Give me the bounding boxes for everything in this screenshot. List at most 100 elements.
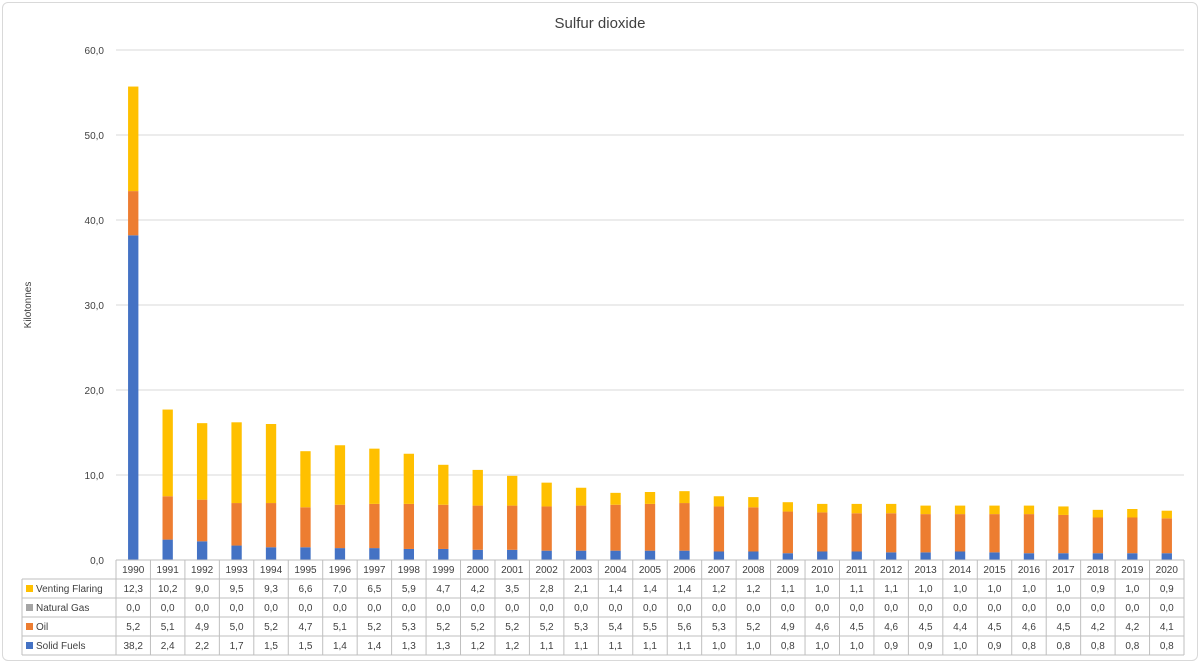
bar-segment-venting-flaring <box>989 505 1000 515</box>
bar-segment-venting-flaring <box>541 482 552 507</box>
bar-segment-solid-fuels <box>782 553 793 560</box>
data-label: 1,4 <box>677 584 691 595</box>
gridlines <box>116 49 1184 561</box>
data-label: 1,0 <box>815 584 829 595</box>
bar-segment-oil <box>1161 518 1172 554</box>
bar-segment-oil <box>128 191 139 236</box>
data-label: 5,4 <box>609 622 623 633</box>
data-label: 0,0 <box>436 603 450 614</box>
data-label: 1,4 <box>333 641 347 652</box>
bar-segment-oil <box>231 503 242 546</box>
data-label: 1,1 <box>540 641 554 652</box>
data-label: 0,0 <box>746 603 760 614</box>
data-table: 1990 1991 1992 1993 1994 1995 1996 1997 1998 1999… <box>21 559 1185 656</box>
data-label: 0,8 <box>1056 641 1070 652</box>
data-label: 1,7 <box>230 641 244 652</box>
bar-segment-solid-fuels <box>851 551 862 560</box>
data-label: 4,5 <box>1056 622 1070 633</box>
chart-title: Sulfur dioxide <box>555 15 646 32</box>
bar-segment-venting-flaring <box>920 505 931 515</box>
data-label: 5,6 <box>677 622 691 633</box>
data-label: 5,3 <box>712 622 726 633</box>
data-label: 1,1 <box>643 641 657 652</box>
bar-segment-oil <box>1092 517 1104 554</box>
bar-segment-solid-fuels <box>369 548 380 560</box>
data-label: 0,0 <box>471 603 485 614</box>
data-label: 1,2 <box>471 641 485 652</box>
data-label: 0,0 <box>1056 603 1070 614</box>
bar-segment-venting-flaring <box>782 502 793 512</box>
bar-segment-solid-fuels <box>1092 553 1104 560</box>
data-label: 0,9 <box>988 641 1002 652</box>
bar-segment-solid-fuels <box>610 550 621 560</box>
bar-segment-solid-fuels <box>1023 553 1035 560</box>
bar-segment-venting-flaring <box>265 424 277 504</box>
data-label: 1,4 <box>609 584 623 595</box>
bar-segment-venting-flaring <box>1127 509 1138 518</box>
data-label: 0,8 <box>1022 641 1036 652</box>
data-label: 0,0 <box>195 603 209 614</box>
bar-segment-venting-flaring <box>679 491 690 504</box>
data-label: 0,0 <box>953 603 967 614</box>
data-label: 4,5 <box>850 622 864 633</box>
category-label: 1998 <box>398 565 421 576</box>
data-label: 1,0 <box>712 641 726 652</box>
bar-segment-venting-flaring <box>610 492 621 505</box>
bar-segment-venting-flaring <box>885 503 897 514</box>
bar-segment-solid-fuels <box>196 541 208 560</box>
bar-segment-venting-flaring <box>817 503 828 513</box>
bar-segment-venting-flaring <box>128 86 139 192</box>
bar-segment-solid-fuels <box>679 550 690 560</box>
data-label: 2,2 <box>195 641 209 652</box>
category-label: 1996 <box>329 565 352 576</box>
bar-segment-solid-fuels <box>713 551 725 560</box>
category-label: 2002 <box>536 565 559 576</box>
bar-segment-solid-fuels <box>1127 553 1138 560</box>
bar-segment-solid-fuels <box>265 547 277 560</box>
bar-segment-venting-flaring <box>1058 506 1069 515</box>
y-tick-label: 30,0 <box>85 301 105 312</box>
data-label: 0,0 <box>643 603 657 614</box>
data-label: 1,1 <box>677 641 691 652</box>
data-label: 5,1 <box>161 622 175 633</box>
data-label: 4,9 <box>195 622 209 633</box>
y-tick-label: 20,0 <box>85 386 105 397</box>
bar-segment-oil <box>782 511 793 554</box>
data-label: 0,0 <box>574 603 588 614</box>
data-label: 9,3 <box>264 584 278 595</box>
bar-segment-solid-fuels <box>334 548 346 560</box>
data-label: 0,0 <box>264 603 278 614</box>
data-label: 5,2 <box>540 622 554 633</box>
data-label: 0,0 <box>919 603 933 614</box>
data-label: 5,9 <box>402 584 416 595</box>
bar-segment-solid-fuels <box>438 548 449 560</box>
bar-segment-solid-fuels <box>128 235 139 561</box>
bar-segment-oil <box>885 513 897 553</box>
bar-segment-oil <box>196 499 208 542</box>
category-label: 2010 <box>811 565 834 576</box>
data-label: 4,7 <box>299 622 313 633</box>
bar-segment-venting-flaring <box>1092 509 1104 518</box>
bar-segment-oil <box>748 507 759 552</box>
bar-segment-solid-fuels <box>644 550 656 560</box>
data-label: 4,5 <box>988 622 1002 633</box>
y-tick-label: 10,0 <box>85 471 105 482</box>
data-label: 5,2 <box>746 622 760 633</box>
bar-segment-oil <box>1058 514 1069 554</box>
category-label: 2007 <box>708 565 731 576</box>
data-label: 0,0 <box>1160 603 1174 614</box>
category-label: 2000 <box>467 565 490 576</box>
data-label: 4,7 <box>436 584 450 595</box>
legend-key <box>26 585 33 592</box>
y-tick-label: 40,0 <box>85 216 105 227</box>
bar-segment-oil <box>541 506 552 551</box>
category-label: 1991 <box>157 565 180 576</box>
data-label: 5,2 <box>126 622 140 633</box>
bar-segment-oil <box>679 503 690 551</box>
category-label: 2001 <box>501 565 524 576</box>
bar-segment-solid-fuels <box>1058 553 1069 560</box>
bar-segment-solid-fuels <box>231 545 242 560</box>
y-tick-label: 60,0 <box>85 46 105 57</box>
data-label: 5,1 <box>333 622 347 633</box>
